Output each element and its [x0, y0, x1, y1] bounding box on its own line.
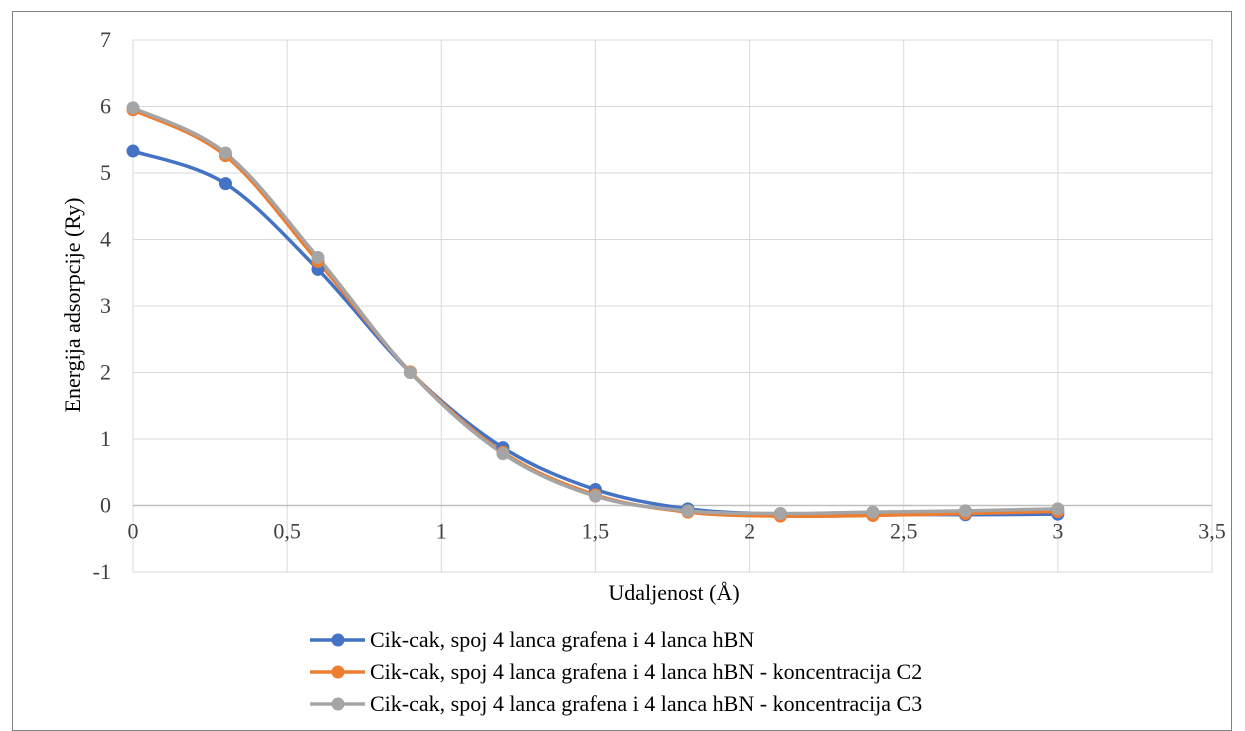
y-tick-label: 7 [100, 27, 111, 52]
x-axis-title: Udaljenost (Å) [608, 580, 739, 605]
data-point-series-3 [311, 250, 325, 264]
legend-label: Cik-cak, spoj 4 lanca grafena i 4 lanca … [370, 659, 922, 684]
data-point-series-3 [1051, 502, 1065, 516]
legend-label: Cik-cak, spoj 4 lanca grafena i 4 lanca … [370, 627, 754, 652]
data-point-series-3 [588, 489, 602, 503]
x-tick-label: 3,5 [1198, 519, 1226, 544]
legend-marker [331, 665, 345, 679]
data-point-series-3 [496, 447, 510, 461]
y-tick-labels: -1 0 1 2 3 4 5 6 7 [93, 27, 111, 584]
legend-item-1: Cik-cak, spoj 4 lanca grafena i 4 lanca … [310, 627, 754, 652]
series-line-3 [131, 106, 1060, 516]
y-axis-title: Energija adsorpcije (Ry) [60, 198, 85, 413]
x-tick-label: 0 [128, 519, 139, 544]
data-point-series-3 [403, 366, 417, 379]
y-tick-label: 1 [100, 426, 111, 451]
x-tick-label: 1,5 [582, 519, 610, 544]
data-point-series-3 [681, 504, 695, 518]
y-tick-label: 6 [100, 94, 111, 119]
series-lines [131, 106, 1060, 519]
y-tick-label: -1 [93, 559, 111, 584]
x-tick-label: 0,5 [273, 519, 301, 544]
x-tick-label: 2 [744, 519, 755, 544]
data-point-series-3 [773, 506, 787, 520]
x-tick-labels: 0 0,5 1 1,5 2 2,5 3 3,5 [128, 519, 1226, 544]
y-tick-label: 2 [100, 360, 111, 385]
y-tick-label: 4 [100, 227, 111, 252]
data-point-series-3 [958, 504, 972, 518]
legend-item-3: Cik-cak, spoj 4 lanca grafena i 4 lanca … [310, 691, 922, 716]
data-point-series-3 [218, 146, 232, 160]
data-point-series-3 [126, 101, 140, 115]
x-tick-label: 3 [1052, 519, 1063, 544]
series-points [126, 101, 1065, 523]
legend-marker [331, 697, 345, 711]
gridlines [132, 39, 1213, 573]
x-tick-label: 2,5 [890, 519, 918, 544]
y-tick-label: 3 [100, 293, 111, 318]
legend-item-2: Cik-cak, spoj 4 lanca grafena i 4 lanca … [310, 659, 922, 684]
data-point-series-1 [218, 177, 232, 191]
data-point-series-1 [126, 144, 140, 158]
y-tick-label: 0 [100, 493, 111, 518]
legend: Cik-cak, spoj 4 lanca grafena i 4 lanca … [310, 627, 922, 716]
legend-label: Cik-cak, spoj 4 lanca grafena i 4 lanca … [370, 691, 922, 716]
x-tick-label: 1 [436, 519, 447, 544]
legend-marker [331, 633, 345, 647]
plot-area-border [132, 39, 1213, 573]
data-point-series-3 [866, 505, 880, 519]
y-tick-label: 5 [100, 160, 111, 185]
